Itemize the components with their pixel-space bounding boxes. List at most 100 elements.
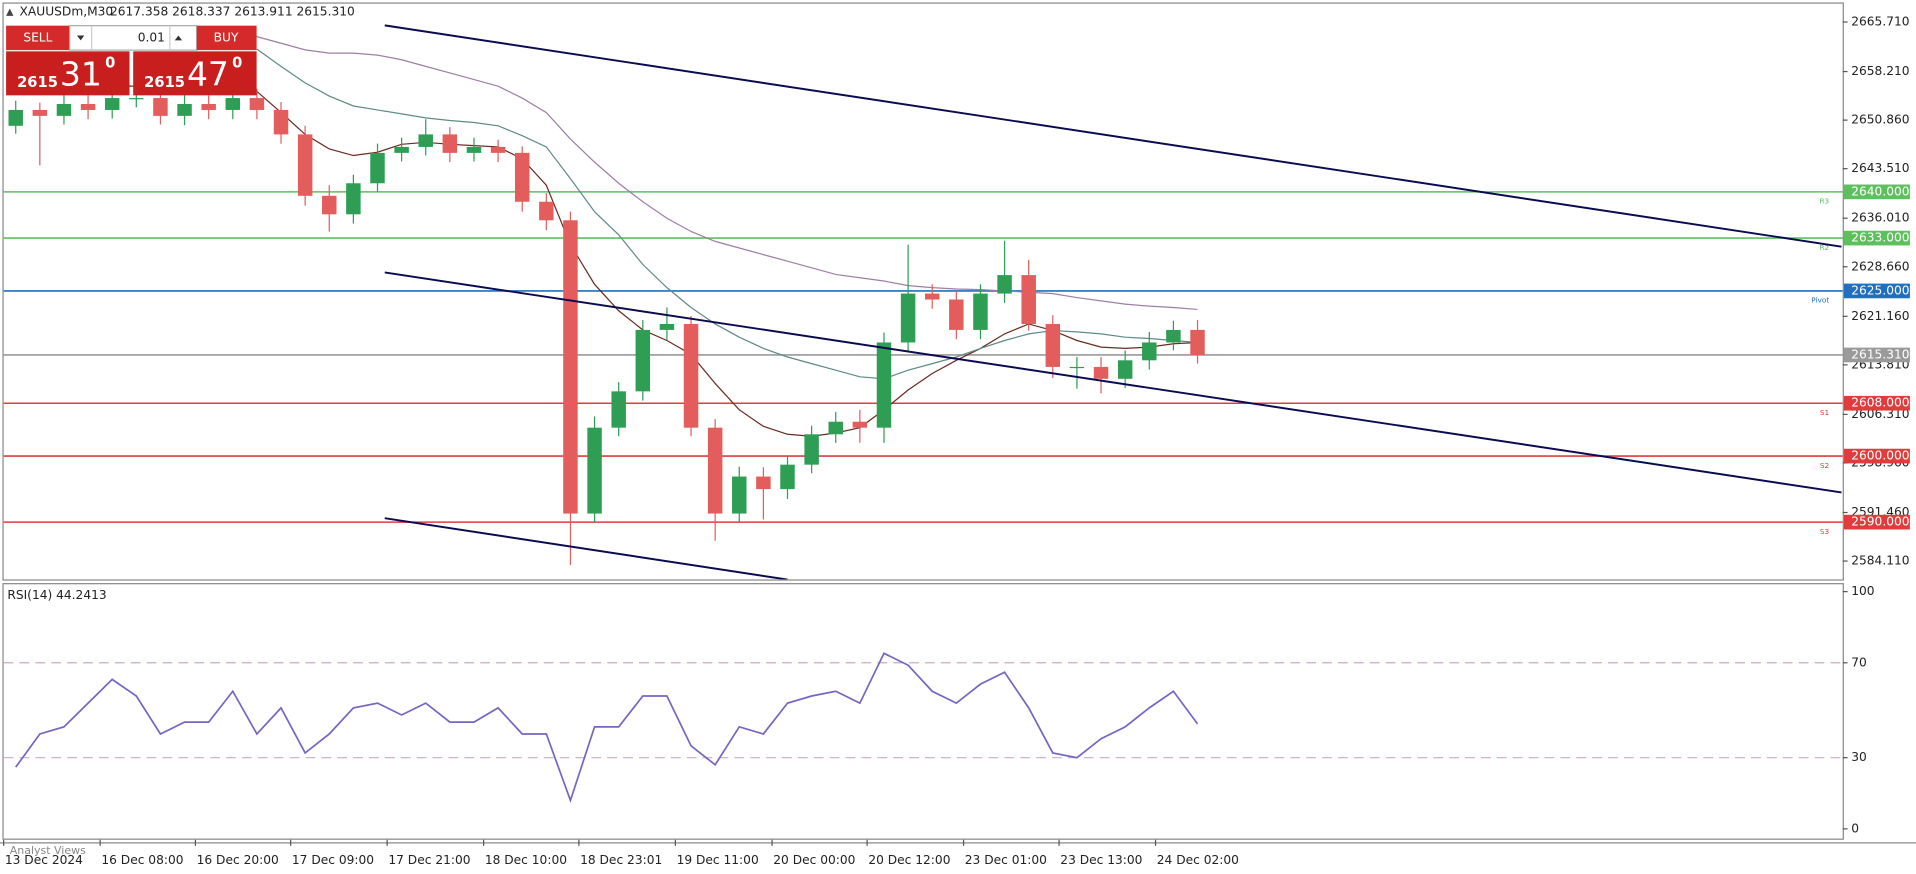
candle-body bbox=[756, 476, 771, 490]
trade-panel: SELL 0.01 BUY 2615 31 0 2615 47 0 bbox=[6, 25, 257, 96]
candle-body bbox=[56, 104, 72, 116]
candle-body bbox=[563, 220, 578, 514]
x-tick-label: 23 Dec 13:00 bbox=[1060, 853, 1142, 867]
candle-body bbox=[924, 293, 940, 300]
candle-body bbox=[707, 427, 723, 514]
footer-tab[interactable]: Analyst Views bbox=[10, 844, 86, 857]
candle-body bbox=[1117, 360, 1133, 379]
buy-price-box[interactable] bbox=[133, 51, 257, 96]
candle-body bbox=[1190, 329, 1205, 356]
candle-body bbox=[611, 391, 626, 428]
candle-body bbox=[780, 464, 795, 490]
lot-down[interactable] bbox=[76, 35, 85, 41]
candle-body bbox=[539, 201, 554, 221]
level-label: 2625.000 bbox=[1851, 283, 1909, 297]
candle-body bbox=[804, 434, 819, 465]
trend-line bbox=[384, 24, 1842, 248]
candle-body bbox=[973, 293, 988, 330]
y-tick-label: 2650.860 bbox=[1851, 113, 1909, 127]
candle-body bbox=[225, 98, 241, 110]
x-tick-label: 23 Dec 01:00 bbox=[965, 853, 1047, 867]
level-tag: R3 bbox=[1819, 197, 1829, 206]
candle-body bbox=[900, 293, 916, 343]
x-tick-label: 20 Dec 12:00 bbox=[868, 853, 950, 867]
trend-line bbox=[384, 517, 788, 580]
candle-body bbox=[514, 152, 530, 202]
buy-price-digits: 47 bbox=[187, 54, 229, 93]
symbol: XAUUSDm,M30 bbox=[20, 5, 114, 19]
candle-body bbox=[1166, 329, 1181, 343]
candle-body bbox=[1093, 366, 1109, 379]
candle-body bbox=[1045, 323, 1061, 367]
rsi-line bbox=[15, 652, 1199, 804]
candle-body bbox=[273, 109, 289, 135]
level-tag: R2 bbox=[1819, 243, 1829, 252]
y-tick-label: 2658.210 bbox=[1851, 64, 1909, 78]
moving-average bbox=[232, 29, 1198, 311]
y-tick-label: 2636.010 bbox=[1851, 211, 1909, 225]
candle-body bbox=[177, 104, 192, 116]
x-tick-label: 16 Dec 20:00 bbox=[197, 853, 279, 867]
candle-body bbox=[418, 134, 433, 147]
candle-body bbox=[1069, 366, 1085, 369]
collapse-icon[interactable] bbox=[6, 8, 14, 16]
candle-body bbox=[249, 98, 265, 110]
lot-box[interactable] bbox=[69, 25, 198, 51]
level-tag: S2 bbox=[1820, 461, 1829, 470]
candle-body bbox=[322, 195, 337, 215]
sell-button[interactable] bbox=[6, 25, 70, 51]
candle-body bbox=[1021, 275, 1036, 324]
candle-body bbox=[732, 476, 747, 514]
candle-body bbox=[828, 421, 843, 435]
buy-label[interactable]: BUY bbox=[214, 30, 239, 44]
lot-up[interactable] bbox=[174, 35, 183, 41]
buy-price-big: 2615 bbox=[144, 74, 185, 91]
candle-body bbox=[297, 134, 313, 196]
level-label-box bbox=[1843, 283, 1910, 299]
y-tick-label: 2643.510 bbox=[1851, 161, 1909, 175]
candle-body bbox=[370, 152, 385, 184]
lot-value[interactable]: 0.01 bbox=[138, 30, 165, 44]
level-label-box bbox=[1843, 347, 1910, 363]
x-tick-label: 16 Dec 08:00 bbox=[101, 853, 183, 867]
y-tick-label: 0 bbox=[1851, 821, 1859, 835]
x-tick-label: 18 Dec 23:01 bbox=[580, 853, 662, 867]
y-tick-label: 100 bbox=[1851, 584, 1874, 598]
level-label: 2640.000 bbox=[1851, 184, 1909, 198]
candle-body bbox=[346, 183, 361, 215]
level-label: 2590.000 bbox=[1851, 515, 1909, 529]
x-tick-label: 20 Dec 00:00 bbox=[773, 853, 855, 867]
x-tick-label: 18 Dec 10:00 bbox=[485, 853, 567, 867]
candle-body bbox=[394, 146, 409, 153]
x-tick-label: 17 Dec 21:00 bbox=[388, 853, 470, 867]
level-tag: S1 bbox=[1820, 408, 1829, 417]
level-label-box bbox=[1843, 448, 1910, 464]
sell-price-box[interactable] bbox=[6, 51, 130, 96]
plot-layer: 2665.710 2658.210 2650.860 2643.510 2636.010… bbox=[3, 15, 1910, 867]
candle-body bbox=[635, 329, 651, 392]
sell-label[interactable]: SELL bbox=[23, 30, 52, 44]
candle-body bbox=[490, 146, 506, 153]
candle-body bbox=[104, 98, 120, 110]
moving-average bbox=[256, 48, 1198, 380]
candle-body bbox=[442, 134, 458, 153]
level-label-box bbox=[1843, 514, 1910, 530]
level-tag: Pivot bbox=[1811, 296, 1829, 305]
candle-body bbox=[949, 299, 964, 330]
level-label: 2633.000 bbox=[1851, 231, 1909, 245]
sell-price-digits: 31 bbox=[60, 54, 102, 93]
sell-price-sup: 0 bbox=[105, 55, 115, 72]
candle-body bbox=[876, 342, 892, 428]
level-label: 2608.000 bbox=[1851, 396, 1909, 410]
level-label: 2600.000 bbox=[1851, 449, 1909, 463]
buy-button[interactable] bbox=[196, 25, 257, 51]
candle-body bbox=[466, 146, 482, 153]
y-tick-label: 30 bbox=[1851, 750, 1867, 764]
y-tick-label: 2665.710 bbox=[1851, 15, 1909, 29]
level-label-box bbox=[1843, 230, 1910, 246]
rsi-pane-frame bbox=[2, 583, 1844, 840]
buy-price-sup: 0 bbox=[232, 55, 242, 72]
